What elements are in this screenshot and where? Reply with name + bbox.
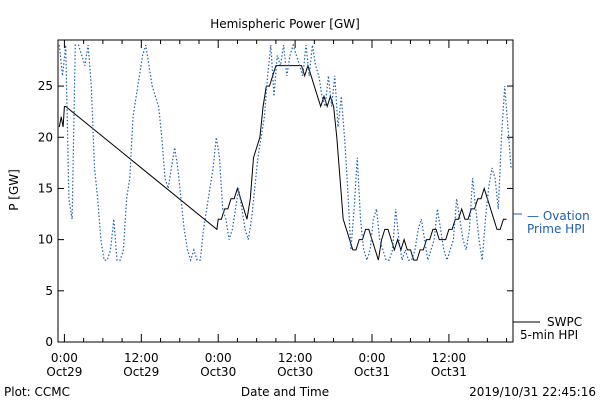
x-tick-date-label: Oct31 bbox=[431, 365, 467, 379]
y-tick-label: 5 bbox=[45, 284, 53, 298]
legend-ovation-line2: Prime HPI bbox=[527, 222, 585, 236]
y-axis-ticks: 0 5 10 15 20 25 bbox=[38, 79, 513, 349]
x-tick-time-label: 12:00 bbox=[432, 351, 467, 365]
x-axis-label: Date and Time bbox=[241, 385, 329, 399]
ovation-prime-hpi-line bbox=[58, 43, 512, 263]
x-tick-date-label: Oct30 bbox=[200, 365, 236, 379]
legend-ovation-line1: — Ovation bbox=[527, 209, 590, 223]
x-tick-date-label: Oct31 bbox=[354, 365, 390, 379]
swpc-hpi-line bbox=[58, 63, 507, 261]
x-tick-date-label: Oct29 bbox=[46, 365, 82, 379]
legend-swpc-line2: 5-min HPI bbox=[520, 328, 578, 342]
series-layer bbox=[58, 43, 512, 263]
x-tick-time-label: 0:00 bbox=[205, 351, 232, 365]
x-tick-date-label: Oct29 bbox=[123, 365, 159, 379]
y-tick-label: 20 bbox=[38, 130, 53, 144]
chart-title: Hemispheric Power [GW] bbox=[210, 17, 360, 31]
legend-swpc-line1: SWPC bbox=[547, 315, 582, 329]
footer-timestamp: 2019/10/31 22:45:16 bbox=[469, 385, 596, 399]
x-tick-time-label: 0:00 bbox=[51, 351, 78, 365]
x-tick-date-label: Oct30 bbox=[277, 365, 313, 379]
y-tick-label: 15 bbox=[38, 181, 53, 195]
y-axis-label: P [GW] bbox=[7, 169, 21, 211]
x-tick-time-label: 0:00 bbox=[359, 351, 386, 365]
y-tick-label: 0 bbox=[45, 335, 53, 349]
y-tick-label: 25 bbox=[38, 79, 53, 93]
x-axis-ticks: 0:00Oct2912:00Oct290:00Oct3012:00Oct300:… bbox=[46, 40, 508, 379]
x-tick-time-label: 12:00 bbox=[124, 351, 159, 365]
footer-plot-source: Plot: CCMC bbox=[4, 385, 70, 399]
plot-frame bbox=[57, 39, 514, 343]
x-tick-time-label: 12:00 bbox=[278, 351, 313, 365]
y-tick-label: 10 bbox=[38, 233, 53, 247]
